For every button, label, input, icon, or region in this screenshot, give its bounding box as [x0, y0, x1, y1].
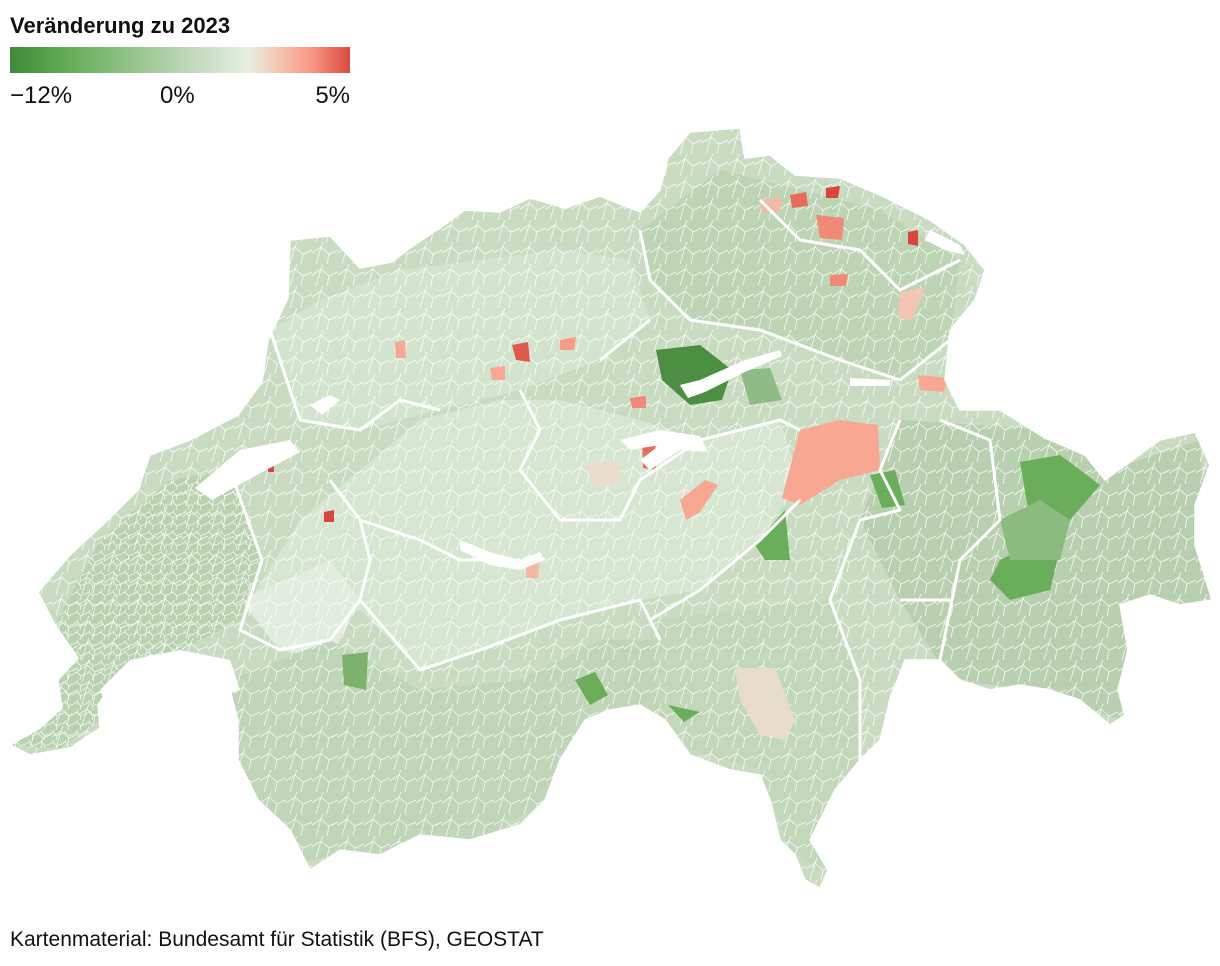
municipality-increase-tg [816, 215, 844, 240]
municipality-strong-decline [656, 345, 732, 405]
municipality-decline-ur [755, 510, 790, 560]
legend-title: Veränderung zu 2023 [10, 13, 231, 38]
municipality-decline-vs2 [342, 652, 368, 690]
legend: Veränderung zu 2023 −12% 0% 5% [10, 12, 350, 112]
municipality-decline-zh [740, 368, 782, 405]
municipality-increase-so [490, 366, 505, 380]
municipality-increase-sg [918, 375, 948, 392]
municipality-decline-gr2 [1000, 500, 1070, 560]
municipality-increase-aargau2 [630, 396, 646, 408]
legend-max-label: 5% [315, 82, 350, 109]
municipality-increase-glarus [782, 420, 880, 505]
lake-thun-brienz [460, 540, 545, 570]
lake-lucerne [620, 430, 708, 470]
municipality-decline-ti [668, 705, 700, 722]
legend-min-label: −12% [10, 82, 73, 109]
municipality-strong-increase-2 [908, 230, 918, 246]
municipality-increase-sz [680, 480, 718, 520]
municipality-decline-gl [870, 470, 905, 508]
municipality-strong-increase-1 [826, 186, 840, 198]
lake-zurich [680, 350, 782, 398]
legend-color-scale [10, 47, 350, 73]
municipality-increase-tg3 [830, 274, 848, 286]
lake-walen [850, 378, 890, 386]
municipality-neutral-ti [735, 668, 795, 740]
municipality-increase-ju [395, 340, 406, 358]
municipality-strong-increase-3 [324, 510, 334, 522]
legend-mid-label: 0% [160, 82, 195, 109]
municipality-neutral-lu [585, 460, 622, 488]
country-outline [8, 127, 1213, 890]
municipality-increase-bl [512, 342, 530, 362]
lake-neuchatel [195, 440, 300, 500]
switzerland-map [8, 127, 1213, 890]
municipality-increase-sh [760, 198, 782, 212]
lake-biel [310, 395, 340, 415]
municipality-increase-tg2 [790, 192, 808, 208]
municipality-decline-vs [575, 672, 608, 705]
source-note: Kartenmaterial: Bundesamt für Statistik … [10, 928, 544, 951]
municipality-increase-ag [560, 337, 576, 350]
lake-constance-shore [925, 230, 965, 255]
municipalities-layer [10, 128, 1212, 888]
legend-ticks: −12% 0% 5% [10, 82, 350, 112]
map-container [0, 110, 1220, 900]
municipality-increase-ai [898, 288, 925, 320]
